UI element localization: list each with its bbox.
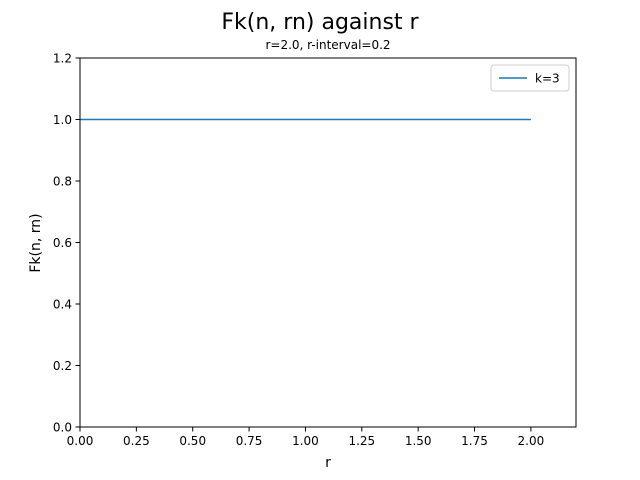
x-tick-label: 0.50 xyxy=(179,434,206,448)
chart-title: Fk(n, rn) against r xyxy=(221,10,419,35)
x-axis-label: r xyxy=(325,455,331,471)
legend-box xyxy=(490,64,570,92)
y-tick-label: 0.2 xyxy=(53,359,72,373)
y-tick-label: 0.6 xyxy=(53,236,72,250)
y-axis-label: Fk(n, rn) xyxy=(28,213,44,272)
y-tick-label: 0.8 xyxy=(53,175,72,189)
y-tick-label: 0.4 xyxy=(53,298,72,312)
x-tick-label: 0.25 xyxy=(123,434,150,448)
x-tick-label: 1.00 xyxy=(292,434,319,448)
x-tick-label: 0.75 xyxy=(236,434,263,448)
y-tick-label: 1.0 xyxy=(53,113,72,127)
x-tick-label: 1.75 xyxy=(461,434,488,448)
x-tick-label: 0.00 xyxy=(67,434,94,448)
x-tick-label: 1.25 xyxy=(348,434,375,448)
x-tick-label: 1.50 xyxy=(405,434,432,448)
y-tick-label: 0.0 xyxy=(53,421,72,435)
x-tick-label: 2.00 xyxy=(518,434,545,448)
legend-label: k=3 xyxy=(535,72,560,86)
chart-subtitle: r=2.0, r-interval=0.2 xyxy=(265,38,390,52)
y-tick-label: 1.2 xyxy=(53,52,72,66)
